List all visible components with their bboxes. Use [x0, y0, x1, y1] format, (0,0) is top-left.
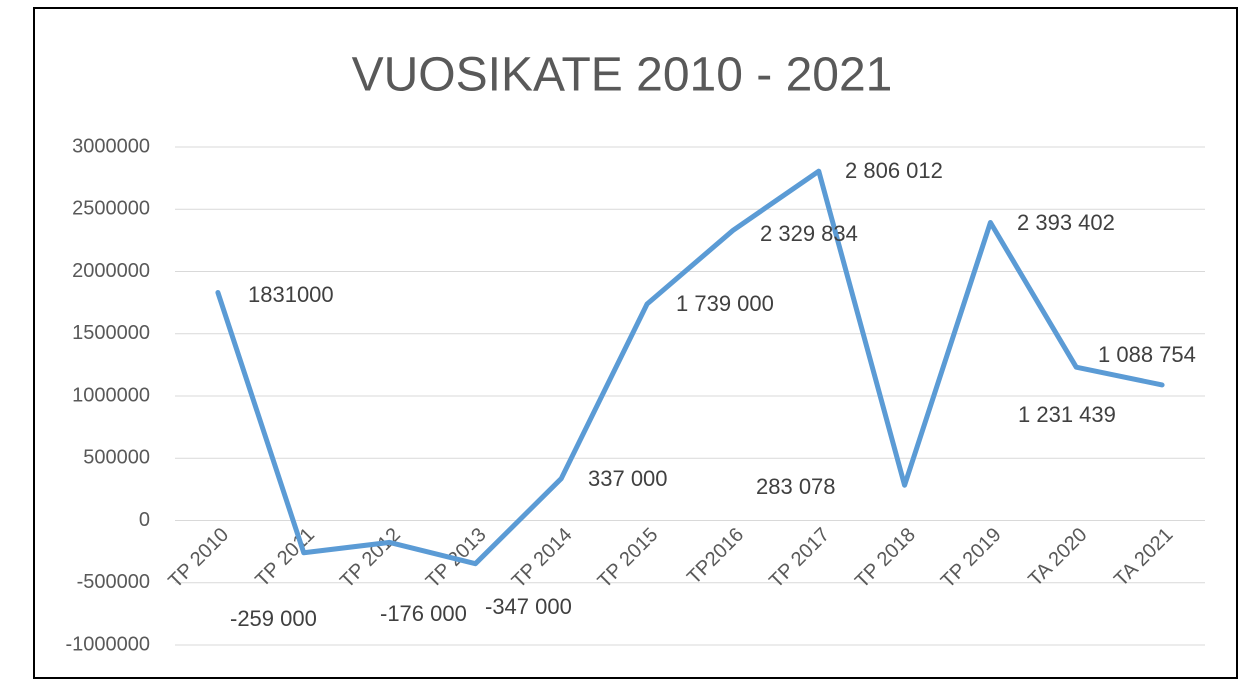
data-label: 2 806 012 [845, 158, 943, 183]
data-label: 1 739 000 [676, 291, 774, 316]
y-tick-label: 1500000 [72, 322, 150, 344]
y-tick-label: 500000 [83, 447, 150, 469]
chart-border [33, 7, 1238, 679]
data-line [215, 168, 1165, 567]
data-label: -347 000 [485, 594, 572, 619]
data-label: 2 393 402 [1017, 210, 1115, 235]
chart-title: VUOSIKATE 2010 - 2021 [352, 49, 893, 102]
data-label: -259 000 [230, 606, 317, 631]
data-label: 1 231 439 [1018, 402, 1116, 427]
y-tick-label: 2000000 [72, 260, 150, 282]
data-label: 1831000 [248, 282, 334, 307]
y-tick-label: 3000000 [72, 135, 150, 157]
data-label: 283 078 [756, 474, 836, 499]
data-label: 1 088 754 [1098, 342, 1196, 367]
y-tick-label: -1000000 [65, 633, 150, 655]
y-tick-label: 1000000 [72, 384, 150, 406]
y-tick-label: 2500000 [72, 198, 150, 220]
data-label: 2 329 834 [760, 221, 858, 246]
y-tick-label: -500000 [77, 571, 150, 593]
y-tick-label: 0 [139, 509, 150, 531]
data-label: -176 000 [380, 601, 467, 626]
data-label: 337 000 [588, 466, 668, 491]
